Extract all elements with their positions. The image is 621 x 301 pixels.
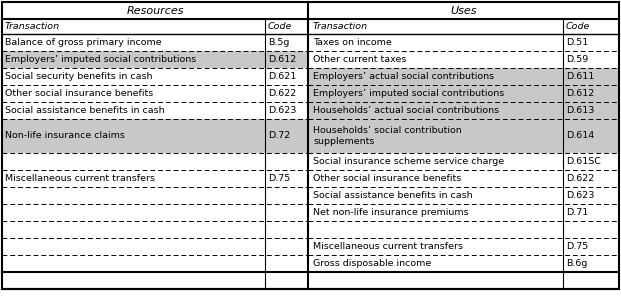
Bar	[308, 119, 619, 153]
Text: Social assistance benefits in cash: Social assistance benefits in cash	[5, 106, 165, 115]
Bar	[2, 221, 308, 238]
Text: Social security benefits in cash: Social security benefits in cash	[5, 72, 153, 81]
Text: Code: Code	[566, 22, 591, 31]
Text: D.51: D.51	[566, 38, 588, 47]
Text: Uses: Uses	[450, 5, 477, 15]
Text: D.613: D.613	[566, 106, 594, 115]
Bar	[2, 85, 308, 102]
Bar	[2, 19, 619, 34]
Text: D.623: D.623	[268, 106, 296, 115]
Text: Households’ actual social contributions: Households’ actual social contributions	[313, 106, 499, 115]
Text: Other social insurance benefits: Other social insurance benefits	[5, 89, 153, 98]
Text: D.611: D.611	[566, 72, 594, 81]
Text: D.612: D.612	[566, 89, 594, 98]
Text: Resources: Resources	[126, 5, 184, 15]
Text: D.612: D.612	[268, 55, 296, 64]
Text: Social insurance scheme service charge: Social insurance scheme service charge	[313, 157, 504, 166]
Bar	[2, 34, 308, 51]
Text: Taxes on income: Taxes on income	[313, 38, 392, 47]
Text: D.614: D.614	[566, 132, 594, 141]
Bar	[2, 170, 308, 187]
Bar	[2, 255, 308, 272]
Bar	[2, 2, 308, 19]
Text: Social assistance benefits in cash: Social assistance benefits in cash	[313, 191, 473, 200]
Bar	[308, 85, 619, 102]
Bar	[2, 68, 308, 85]
Text: D.59: D.59	[566, 55, 588, 64]
Bar	[2, 51, 308, 68]
Text: D.621: D.621	[268, 72, 296, 81]
Bar	[308, 51, 619, 68]
Bar	[308, 238, 619, 255]
Bar	[308, 2, 619, 19]
Bar	[2, 119, 308, 153]
Text: Gross disposable income: Gross disposable income	[313, 259, 431, 268]
Text: D.75: D.75	[566, 242, 588, 251]
Bar	[308, 102, 619, 119]
Text: Employers’ imputed social contributions: Employers’ imputed social contributions	[5, 55, 196, 64]
Bar	[308, 68, 619, 85]
Text: B.5g: B.5g	[268, 38, 289, 47]
Text: D.622: D.622	[268, 89, 296, 98]
Bar	[308, 187, 619, 204]
Bar	[308, 255, 619, 272]
Bar	[308, 170, 619, 187]
Text: D.75: D.75	[268, 174, 290, 183]
Text: Non-life insurance claims: Non-life insurance claims	[5, 132, 125, 141]
Bar	[2, 153, 308, 170]
Text: Employers’ actual social contributions: Employers’ actual social contributions	[313, 72, 494, 81]
Bar	[308, 221, 619, 238]
Text: Net non-life insurance premiums: Net non-life insurance premiums	[313, 208, 469, 217]
Bar	[308, 272, 619, 289]
Text: D.61SC: D.61SC	[566, 157, 601, 166]
Text: Miscellaneous current transfers: Miscellaneous current transfers	[5, 174, 155, 183]
Bar	[308, 204, 619, 221]
Bar	[308, 34, 619, 51]
Text: D.622: D.622	[566, 174, 594, 183]
Text: D.71: D.71	[566, 208, 588, 217]
Text: D.623: D.623	[566, 191, 594, 200]
Bar	[2, 102, 308, 119]
Text: Balance of gross primary income: Balance of gross primary income	[5, 38, 161, 47]
Text: Employers’ imputed social contributions: Employers’ imputed social contributions	[313, 89, 504, 98]
Text: Miscellaneous current transfers: Miscellaneous current transfers	[313, 242, 463, 251]
Bar	[2, 204, 308, 221]
Text: Other current taxes: Other current taxes	[313, 55, 406, 64]
Text: D.72: D.72	[268, 132, 290, 141]
Text: Transaction: Transaction	[313, 22, 368, 31]
Bar	[2, 272, 308, 289]
Text: B.6g: B.6g	[566, 259, 587, 268]
Text: Code: Code	[268, 22, 292, 31]
Text: Other social insurance benefits: Other social insurance benefits	[313, 174, 461, 183]
Bar	[2, 238, 308, 255]
Bar	[2, 187, 308, 204]
Text: Households’ social contribution
supplements: Households’ social contribution suppleme…	[313, 126, 462, 146]
Text: Transaction: Transaction	[5, 22, 60, 31]
Bar	[308, 153, 619, 170]
